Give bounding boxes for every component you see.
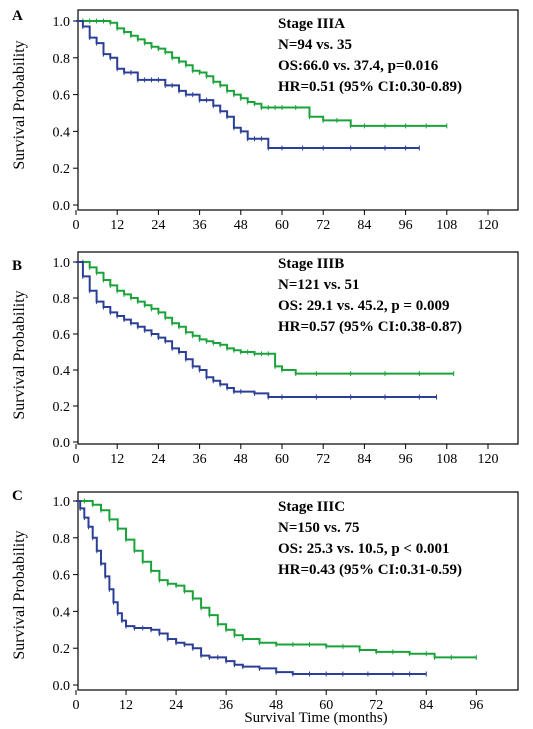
chart-panel-a: A Survival Probability 0.0 0.2 0.4 0.6 0.8 1.0 0… <box>11 8 519 233</box>
x-tick-label: 72 <box>369 698 383 713</box>
panel-letter: A <box>12 8 23 24</box>
annotation-line: N=150 vs. 75 <box>278 520 359 536</box>
x-tick-label: 24 <box>151 452 165 467</box>
annotation-line: OS:66.0 vs. 37.4, p=0.016 <box>278 58 439 74</box>
x-tick-label: 48 <box>234 452 248 467</box>
x-tick-label: 60 <box>319 698 333 713</box>
chart-panel-c: C Survival Probability 0.0 0.2 0.4 0.6 0.8 1.0 0… <box>11 488 519 713</box>
x-tick-label: 96 <box>469 698 483 713</box>
y-tick-label: 0.0 <box>53 436 71 451</box>
x-axis-label: Survival Time (months) <box>244 710 387 726</box>
y-tick-label: 0.2 <box>53 162 71 177</box>
x-tick-label: 48 <box>234 218 248 233</box>
x-tick-label: 0 <box>73 698 80 713</box>
chart-panel-b: B Survival Probability 0.0 0.2 0.4 0.6 0.8 1.0 0… <box>11 251 519 467</box>
plot-frame <box>77 251 519 445</box>
x-tick-label: 108 <box>436 218 457 233</box>
x-tick-label: 12 <box>110 218 124 233</box>
y-tick-label: 1.0 <box>53 495 71 510</box>
y-tick-label: 0.8 <box>53 532 71 547</box>
y-tick-label: 0.0 <box>53 199 71 214</box>
survival-curve-1 <box>76 20 447 127</box>
annotation-line: Stage IIIA <box>278 16 345 32</box>
x-tick-label: 36 <box>219 698 233 713</box>
x-tick-label: 84 <box>357 452 371 467</box>
x-tick-label: 96 <box>399 452 413 467</box>
x-tick-label: 84 <box>357 218 371 233</box>
x-tick-label: 0 <box>73 218 80 233</box>
x-tick-label: 120 <box>478 218 499 233</box>
y-tick-label: 0.8 <box>53 52 71 67</box>
annotation-line: HR=0.43 (95% CI:0.31-0.59) <box>278 562 462 578</box>
x-tick-label: 36 <box>193 452 207 467</box>
x-tick-label: 60 <box>275 452 289 467</box>
annotation-line: Stage IIIC <box>278 499 345 515</box>
x-tick-label: 36 <box>193 218 207 233</box>
x-tick-label: 108 <box>436 452 457 467</box>
annotation-line: HR=0.57 (95% CI:0.38-0.87) <box>278 319 462 335</box>
x-tick-label: 96 <box>399 218 413 233</box>
y-tick-label: 1.0 <box>53 256 71 271</box>
panel-letter: C <box>12 488 23 504</box>
x-tick-label: 24 <box>151 218 165 233</box>
annotation-line: N=94 vs. 35 <box>278 37 352 53</box>
x-tick-label: 72 <box>316 452 330 467</box>
y-tick-label: 0.4 <box>53 364 71 379</box>
y-tick-label: 0.0 <box>53 679 71 694</box>
y-axis-label: Survival Probability <box>11 290 28 419</box>
survival-curve-1 <box>76 261 454 375</box>
x-tick-label: 120 <box>478 452 499 467</box>
x-tick-label: 24 <box>169 698 183 713</box>
survival-curve-2 <box>76 500 427 675</box>
x-tick-label: 60 <box>275 218 289 233</box>
x-tick-label: 48 <box>269 698 283 713</box>
y-axis-label: Survival Probability <box>11 40 28 169</box>
y-tick-label: 0.6 <box>53 569 71 584</box>
y-tick-label: 0.2 <box>53 400 71 415</box>
annotation-line: OS: 29.1 vs. 45.2, p = 0.009 <box>278 298 449 314</box>
y-tick-label: 0.6 <box>53 328 71 343</box>
x-tick-label: 0 <box>73 452 80 467</box>
plot-frame <box>77 491 519 691</box>
annotation-line: HR=0.51 (95% CI:0.30-0.89) <box>278 79 462 95</box>
x-tick-label: 12 <box>110 452 124 467</box>
panel-letter: B <box>12 258 22 274</box>
annotation-line: N=121 vs. 51 <box>278 277 359 293</box>
x-tick-label: 84 <box>419 698 433 713</box>
y-tick-label: 0.6 <box>53 89 71 104</box>
plot-frame <box>77 9 519 211</box>
annotation-line: Stage IIIB <box>278 256 344 272</box>
y-tick-label: 0.4 <box>53 125 71 140</box>
survival-curve-2 <box>76 261 437 398</box>
y-tick-label: 1.0 <box>53 15 71 30</box>
x-tick-label: 12 <box>119 698 133 713</box>
y-axis-label: Survival Probability <box>11 530 28 659</box>
y-tick-label: 0.8 <box>53 292 71 307</box>
y-tick-label: 0.2 <box>53 642 71 657</box>
annotation-line: OS: 25.3 vs. 10.5, p < 0.001 <box>278 541 449 557</box>
y-tick-label: 0.4 <box>53 605 71 620</box>
survival-curve-1 <box>76 500 477 659</box>
x-tick-label: 72 <box>316 218 330 233</box>
